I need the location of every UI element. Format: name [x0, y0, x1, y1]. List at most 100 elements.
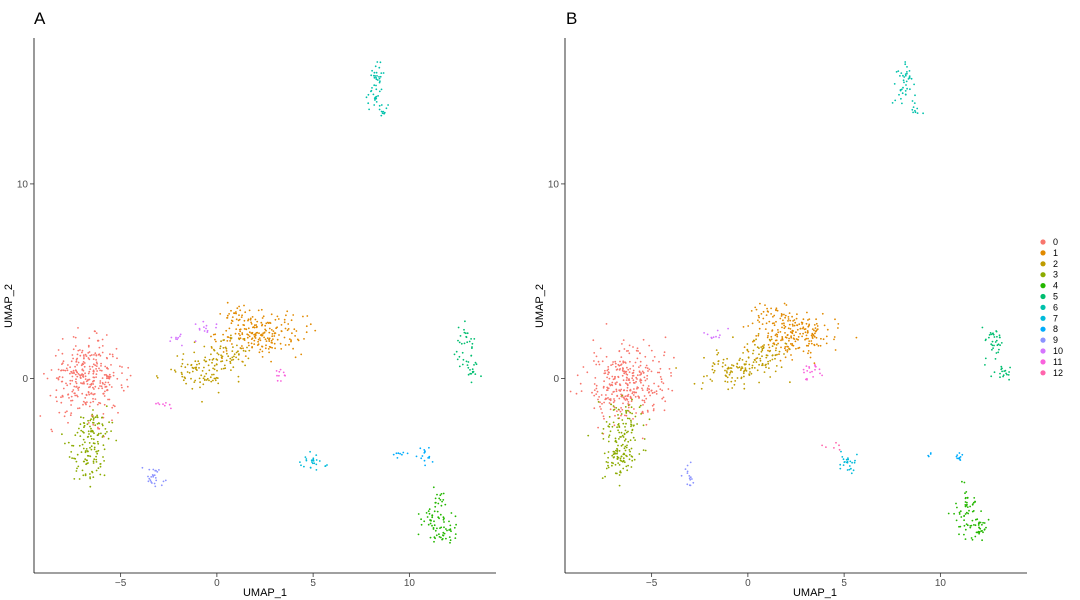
point-cluster-9 [148, 477, 151, 480]
point-cluster-3 [622, 436, 625, 438]
point-cluster-0 [627, 350, 629, 352]
point-cluster-0 [78, 407, 81, 409]
point-cluster-1 [230, 322, 233, 325]
point-cluster-1 [754, 306, 757, 309]
point-cluster-2 [726, 376, 729, 379]
point-cluster-4 [427, 523, 430, 526]
point-cluster-0 [80, 382, 82, 384]
point-cluster-2 [233, 353, 236, 356]
point-cluster-0 [635, 412, 637, 414]
point-cluster-1 [270, 313, 273, 316]
point-cluster-7 [315, 454, 318, 456]
point-cluster-2 [744, 368, 747, 371]
point-cluster-3 [103, 448, 106, 451]
point-cluster-0 [641, 387, 643, 390]
point-cluster-10 [205, 324, 208, 327]
point-cluster-2 [244, 364, 247, 367]
point-cluster-4 [428, 512, 431, 515]
point-cluster-3 [85, 448, 88, 450]
x-tick-label: 0 [214, 578, 220, 589]
point-cluster-2 [761, 348, 764, 350]
point-cluster-3 [93, 432, 95, 435]
point-cluster-1 [234, 332, 237, 335]
point-cluster-1 [280, 348, 283, 350]
x-tick-label: −5 [115, 578, 127, 589]
point-cluster-1 [805, 344, 808, 347]
point-cluster-3 [621, 419, 624, 421]
point-cluster-7 [324, 465, 327, 467]
point-cluster-3 [99, 473, 102, 476]
point-cluster-3 [92, 409, 94, 411]
point-cluster-1 [755, 335, 758, 337]
point-cluster-3 [628, 449, 631, 451]
legend-key-2 [1040, 261, 1046, 267]
point-cluster-0 [103, 383, 106, 386]
x-tick-label: −5 [646, 578, 658, 589]
point-cluster-2 [173, 369, 176, 372]
point-cluster-0 [646, 374, 649, 377]
point-cluster-1 [808, 340, 811, 342]
point-cluster-5 [984, 339, 987, 342]
point-cluster-2 [711, 380, 713, 382]
point-cluster-3 [625, 422, 627, 425]
point-cluster-2 [717, 363, 720, 365]
point-cluster-5 [466, 341, 469, 344]
point-cluster-4 [454, 537, 457, 539]
point-cluster-0 [636, 374, 639, 377]
point-cluster-2 [198, 377, 201, 380]
point-cluster-2 [735, 365, 738, 368]
point-cluster-4 [964, 528, 967, 531]
point-cluster-0 [99, 402, 102, 405]
point-cluster-4 [427, 510, 430, 512]
point-cluster-1 [258, 351, 261, 354]
point-cluster-6 [368, 108, 370, 111]
point-cluster-1 [784, 336, 787, 339]
point-cluster-1 [810, 334, 813, 337]
point-cluster-0 [606, 386, 609, 389]
point-cluster-1 [249, 317, 252, 320]
point-cluster-0 [632, 371, 635, 374]
point-cluster-3 [615, 441, 618, 444]
point-cluster-5 [991, 344, 994, 347]
point-cluster-3 [102, 434, 105, 437]
point-cluster-2 [717, 360, 720, 362]
point-cluster-0 [609, 384, 612, 387]
point-cluster-1 [784, 349, 787, 352]
point-cluster-0 [74, 365, 76, 368]
point-cluster-2 [759, 357, 762, 360]
point-cluster-0 [98, 346, 101, 349]
point-cluster-0 [92, 397, 94, 400]
point-cluster-0 [601, 360, 604, 363]
point-cluster-3 [619, 436, 621, 438]
point-cluster-3 [106, 431, 108, 433]
point-cluster-3 [601, 432, 604, 435]
point-cluster-1 [237, 324, 240, 327]
point-cluster-0 [75, 382, 78, 385]
point-cluster-5 [466, 364, 469, 366]
point-cluster-3 [630, 447, 633, 450]
legend-label-6: 6 [1053, 302, 1058, 312]
point-cluster-9 [152, 474, 155, 477]
point-cluster-7 [842, 458, 845, 461]
point-cluster-1 [773, 322, 775, 324]
point-cluster-0 [129, 374, 132, 377]
point-cluster-0 [593, 360, 595, 362]
point-cluster-2 [204, 356, 207, 359]
point-cluster-1 [238, 314, 240, 316]
point-cluster-0 [650, 390, 653, 392]
point-cluster-5 [989, 332, 992, 334]
point-cluster-1 [751, 322, 754, 325]
point-cluster-4 [972, 501, 975, 504]
point-cluster-0 [88, 386, 90, 389]
point-cluster-0 [641, 389, 644, 391]
point-cluster-0 [93, 393, 96, 395]
point-cluster-4 [433, 524, 436, 527]
point-cluster-5 [474, 361, 477, 364]
point-cluster-4 [959, 525, 962, 528]
point-cluster-0 [103, 403, 106, 406]
point-cluster-0 [627, 393, 630, 396]
point-cluster-3 [587, 434, 590, 437]
point-cluster-5 [994, 358, 997, 360]
point-cluster-0 [95, 361, 98, 364]
point-cluster-1 [791, 315, 793, 318]
